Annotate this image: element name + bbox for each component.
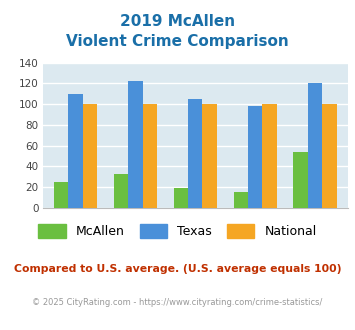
Bar <box>248 106 262 208</box>
Bar <box>174 188 188 208</box>
Bar <box>262 104 277 208</box>
Bar <box>54 182 69 208</box>
Bar <box>143 104 157 208</box>
Bar <box>202 104 217 208</box>
Bar <box>308 83 322 208</box>
Bar <box>188 99 202 208</box>
Bar <box>234 192 248 208</box>
Bar <box>322 104 337 208</box>
Bar <box>294 152 308 208</box>
Bar <box>69 94 83 208</box>
Bar <box>128 82 143 208</box>
Bar <box>83 104 97 208</box>
Text: Compared to U.S. average. (U.S. average equals 100): Compared to U.S. average. (U.S. average … <box>14 264 341 274</box>
Text: Violent Crime Comparison: Violent Crime Comparison <box>66 34 289 49</box>
Bar <box>114 174 128 208</box>
Text: 2019 McAllen: 2019 McAllen <box>120 14 235 29</box>
Legend: McAllen, Texas, National: McAllen, Texas, National <box>38 224 317 238</box>
Text: © 2025 CityRating.com - https://www.cityrating.com/crime-statistics/: © 2025 CityRating.com - https://www.city… <box>32 298 323 307</box>
